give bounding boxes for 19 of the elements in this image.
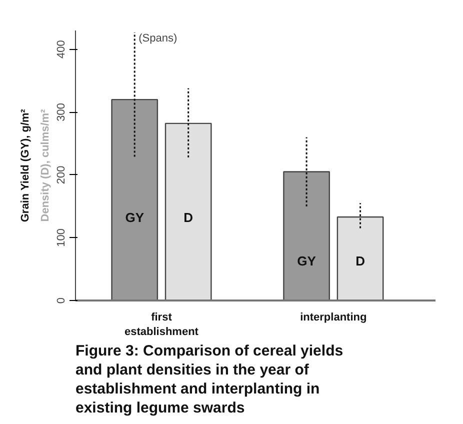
text: D: [184, 210, 194, 225]
y-axis-title: Grain Yield (GY), g/m²: [20, 108, 32, 222]
y-tick-label: 300: [56, 102, 68, 122]
text: Figure 3: Comparison of cereal yields and plant densities in the year of establishment and interplanting in existing legume swards: [76, 342, 344, 416]
x-tick-label: interplanting: [300, 312, 367, 324]
annotation: (Spans): [138, 32, 178, 44]
y-tick-label: 100: [56, 228, 68, 247]
bar: [336, 216, 384, 300]
series-label: D: [356, 254, 365, 269]
bar: [164, 122, 212, 300]
y-tick-label: 0: [56, 297, 68, 304]
y-tick-label: 400: [56, 40, 68, 59]
bar: [283, 171, 330, 300]
text: GY: [297, 254, 316, 269]
y-tick-label: 200: [56, 166, 68, 184]
x-tick-label: first establishment: [124, 312, 199, 338]
series-label: GY: [125, 210, 144, 225]
bar: [111, 98, 158, 300]
y2-axis-title: Density (D), culms/m²: [40, 108, 52, 222]
